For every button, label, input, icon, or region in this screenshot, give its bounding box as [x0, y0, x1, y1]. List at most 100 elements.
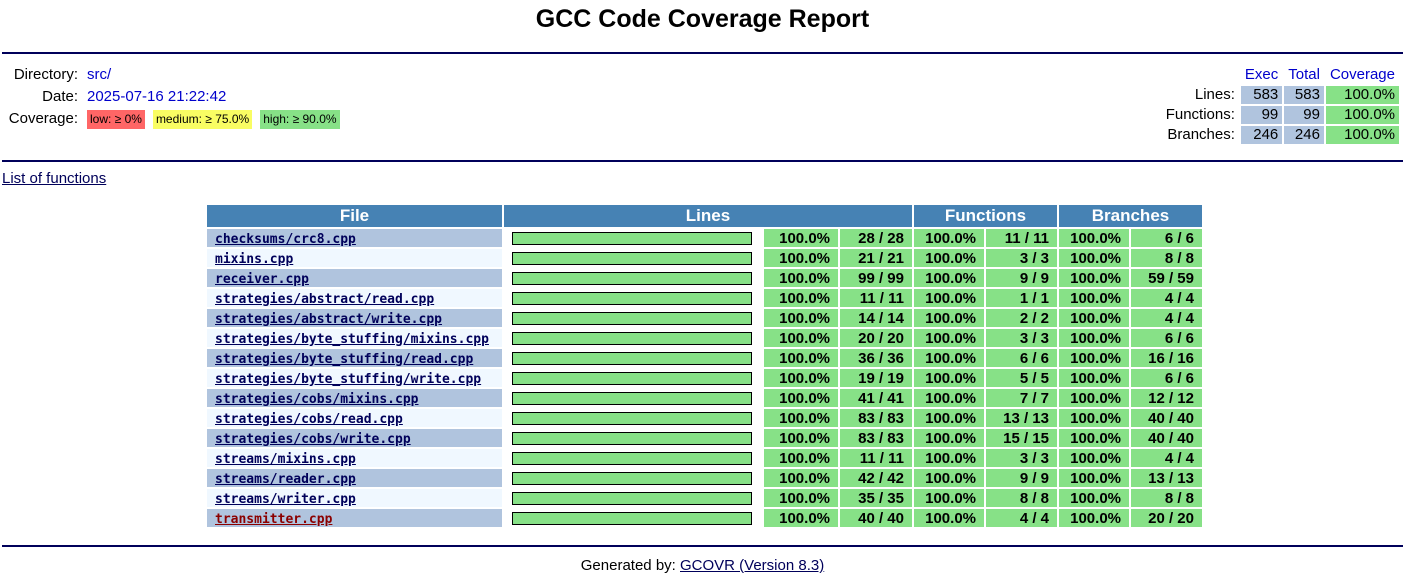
line-fraction: 99 / 99: [840, 269, 912, 289]
file-cell: streams/reader.cpp: [207, 469, 502, 489]
file-link[interactable]: strategies/cobs/write.cpp: [215, 431, 411, 447]
coverage-bar: [512, 471, 752, 485]
branch-coverage: 100.0%: [1059, 269, 1129, 289]
coverage-bar-fill: [513, 232, 751, 244]
file-link[interactable]: strategies/byte_stuffing/mixins.cpp: [215, 331, 489, 347]
coverage-bar: [512, 411, 752, 425]
file-link[interactable]: strategies/byte_stuffing/write.cpp: [215, 371, 482, 387]
coverage-bar-cell: [504, 509, 762, 529]
coverage-bar-fill: [513, 332, 751, 344]
coverage-bar-fill: [513, 472, 751, 484]
file-link[interactable]: strategies/abstract/write.cpp: [215, 311, 442, 327]
coverage-bar: [512, 371, 752, 385]
coverage-bar: [512, 231, 752, 245]
function-fraction: 13 / 13: [986, 409, 1057, 429]
table-row: strategies/cobs/write.cpp 100.0% 83 / 83 10…: [207, 429, 1202, 449]
branch-fraction: 8 / 8: [1131, 249, 1202, 269]
divider-bottom: [2, 545, 1403, 547]
summary-exec: 246: [1240, 126, 1283, 144]
table-row: strategies/cobs/read.cpp 100.0% 83 / 83 100…: [207, 409, 1202, 429]
file-link[interactable]: strategies/cobs/read.cpp: [215, 411, 403, 427]
function-coverage: 100.0%: [914, 429, 984, 449]
footer-prefix: Generated by:: [580, 557, 680, 574]
coverage-bar-fill: [513, 252, 751, 264]
branch-fraction: 40 / 40: [1131, 429, 1202, 449]
function-coverage: 100.0%: [914, 509, 984, 529]
line-coverage: 100.0%: [764, 369, 838, 389]
divider-middle: [2, 160, 1403, 162]
branch-fraction: 6 / 6: [1131, 329, 1202, 349]
line-coverage: 100.0%: [764, 509, 838, 529]
function-coverage: 100.0%: [914, 349, 984, 369]
line-fraction: 19 / 19: [840, 369, 912, 389]
function-fraction: 2 / 2: [986, 309, 1057, 329]
header-lines[interactable]: Lines: [504, 205, 912, 229]
header-file[interactable]: File: [207, 205, 502, 229]
file-link[interactable]: strategies/byte_stuffing/read.cpp: [215, 351, 474, 367]
file-link[interactable]: mixins.cpp: [215, 251, 294, 267]
footer: Generated by: GCOVR (Version 8.3): [0, 557, 1405, 574]
line-coverage: 100.0%: [764, 469, 838, 489]
legend-medium: medium: ≥ 75.0%: [152, 109, 253, 129]
coverage-bar-fill: [513, 292, 751, 304]
function-fraction: 15 / 15: [986, 429, 1057, 449]
coverage-bar-cell: [504, 469, 762, 489]
report-info: Directory: src/ Date: 2025-07-16 21:22:4…: [0, 64, 340, 130]
file-cell: strategies/cobs/mixins.cpp: [207, 389, 502, 409]
line-fraction: 11 / 11: [840, 449, 912, 469]
file-link[interactable]: receiver.cpp: [215, 271, 309, 287]
table-row: strategies/cobs/mixins.cpp 100.0% 41 / 41 1…: [207, 389, 1202, 409]
function-fraction: 6 / 6: [986, 349, 1057, 369]
summary-total: 99: [1284, 106, 1324, 124]
gcovr-link[interactable]: GCOVR (Version 8.3): [680, 557, 825, 574]
list-of-functions-link[interactable]: List of functions: [2, 170, 107, 187]
summary-total: 583: [1284, 86, 1324, 104]
line-fraction: 14 / 14: [840, 309, 912, 329]
coverage-bar-cell: [504, 369, 762, 389]
branch-coverage: 100.0%: [1059, 509, 1129, 529]
coverage-bar: [512, 511, 752, 525]
branch-coverage: 100.0%: [1059, 429, 1129, 449]
summary-header-coverage: Coverage: [1329, 66, 1395, 83]
branch-fraction: 59 / 59: [1131, 269, 1202, 289]
line-coverage: 100.0%: [764, 249, 838, 269]
file-cell: streams/mixins.cpp: [207, 449, 502, 469]
header-functions[interactable]: Functions: [914, 205, 1057, 229]
table-row: strategies/abstract/read.cpp 100.0% 11 / 1…: [207, 289, 1202, 309]
directory-row: Directory: src/: [0, 64, 340, 86]
file-link[interactable]: checksums/crc8.cpp: [215, 231, 356, 247]
header-branches[interactable]: Branches: [1059, 205, 1202, 229]
file-cell: strategies/byte_stuffing/write.cpp: [207, 369, 502, 389]
line-fraction: 83 / 83: [840, 409, 912, 429]
line-fraction: 35 / 35: [840, 489, 912, 509]
coverage-bar-fill: [513, 272, 751, 284]
coverage-bar-cell: [504, 409, 762, 429]
summary-label: Branches:: [1167, 126, 1235, 143]
summary-header-row: Exec Total Coverage: [1162, 66, 1399, 84]
line-coverage: 100.0%: [764, 489, 838, 509]
file-link[interactable]: strategies/abstract/read.cpp: [215, 291, 435, 307]
function-coverage: 100.0%: [914, 329, 984, 349]
function-coverage: 100.0%: [914, 409, 984, 429]
coverage-bar-fill: [513, 312, 751, 324]
branch-coverage: 100.0%: [1059, 469, 1129, 489]
directory-value: src/: [87, 66, 112, 83]
file-link[interactable]: strategies/cobs/mixins.cpp: [215, 391, 419, 407]
coverage-bar: [512, 291, 752, 305]
function-fraction: 3 / 3: [986, 449, 1057, 469]
summary-coverage: 100.0%: [1325, 106, 1399, 124]
summary-header-total: Total: [1288, 66, 1320, 83]
branch-fraction: 40 / 40: [1131, 409, 1202, 429]
function-fraction: 4 / 4: [986, 509, 1057, 529]
function-coverage: 100.0%: [914, 249, 984, 269]
coverage-bar-fill: [513, 452, 751, 464]
file-link[interactable]: transmitter.cpp: [215, 511, 333, 527]
file-link[interactable]: streams/mixins.cpp: [215, 451, 356, 467]
function-coverage: 100.0%: [914, 489, 984, 509]
function-coverage: 100.0%: [914, 289, 984, 309]
file-link[interactable]: streams/writer.cpp: [215, 491, 356, 507]
file-cell: streams/writer.cpp: [207, 489, 502, 509]
branch-coverage: 100.0%: [1059, 289, 1129, 309]
file-cell: checksums/crc8.cpp: [207, 229, 502, 249]
file-link[interactable]: streams/reader.cpp: [215, 471, 356, 487]
